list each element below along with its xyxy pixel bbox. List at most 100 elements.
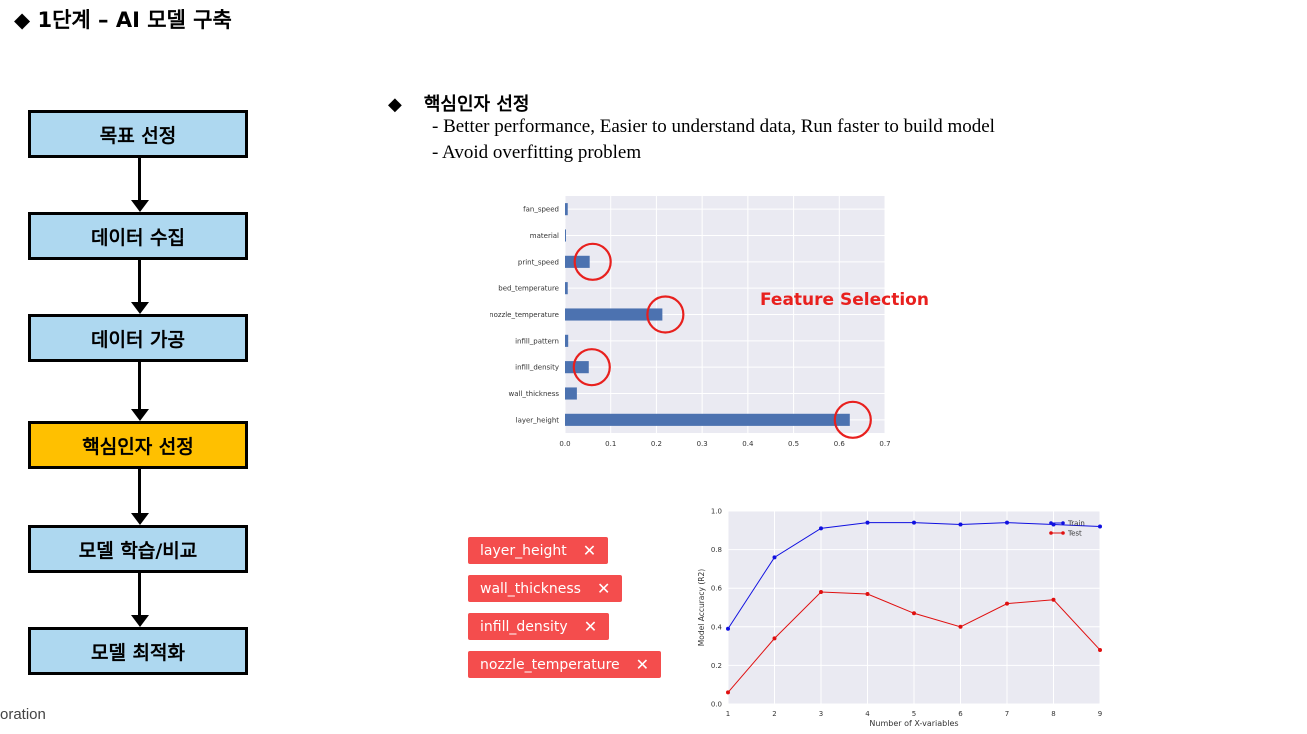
data-point bbox=[726, 626, 730, 631]
data-point bbox=[958, 624, 963, 629]
y-tick-label: 0.0 bbox=[711, 701, 722, 709]
y-tick-label: 0.6 bbox=[711, 585, 723, 593]
close-icon[interactable]: ✕ bbox=[635, 655, 650, 674]
flow-step-model-training: 모델 학습/비교 bbox=[28, 525, 248, 573]
y-tick-label: nozzle_temperature bbox=[490, 311, 559, 319]
legend-marker bbox=[1049, 531, 1053, 535]
flow-arrow bbox=[138, 158, 141, 201]
feature-tag-label: nozzle_temperature bbox=[480, 656, 620, 673]
data-point bbox=[865, 520, 870, 525]
bullet-item: - Better performance, Easier to understa… bbox=[432, 116, 995, 137]
x-tick-label: 6 bbox=[958, 710, 963, 718]
close-icon[interactable]: ✕ bbox=[596, 579, 611, 598]
x-tick-label: 9 bbox=[1098, 710, 1102, 718]
data-point bbox=[772, 555, 777, 560]
bar bbox=[565, 334, 569, 347]
flow-arrow bbox=[138, 469, 141, 514]
bar bbox=[565, 282, 568, 295]
feature-importance-chart: 0.0 0.1 0.2 0.3 0.4 0.5 0.6 0.7 fan_speedmateria… bbox=[490, 196, 890, 448]
section-heading: ◆ 핵심인자 선정 bbox=[388, 90, 529, 116]
y-tick-label: infill_pattern bbox=[515, 337, 559, 345]
x-axis-label: Number of X-variables bbox=[869, 719, 958, 728]
flow-step-data-processing: 데이터 가공 bbox=[28, 314, 248, 362]
data-point bbox=[819, 590, 823, 595]
x-tick-label: 2 bbox=[772, 710, 776, 718]
section-heading-text: 핵심인자 선정 bbox=[423, 94, 530, 115]
x-tick-label: 0.2 bbox=[651, 440, 662, 448]
x-tick-label: 3 bbox=[819, 710, 823, 718]
flow-arrow-head bbox=[131, 302, 149, 314]
x-tick-label: 4 bbox=[865, 710, 870, 718]
x-tick-label: 0.3 bbox=[697, 440, 708, 448]
x-tick-label: 8 bbox=[1051, 710, 1055, 718]
flow-step-data-collection: 데이터 수집 bbox=[28, 212, 248, 260]
y-tick-label: fan_speed bbox=[523, 206, 559, 214]
y-tick-label: print_speed bbox=[518, 258, 559, 266]
y-tick-label: 0.8 bbox=[711, 546, 722, 554]
feature-tag-label: layer_height bbox=[480, 542, 567, 559]
flow-arrow bbox=[138, 260, 141, 303]
data-point bbox=[912, 520, 916, 525]
data-point bbox=[1098, 524, 1102, 529]
data-point bbox=[865, 591, 870, 596]
x-tick-label: 0.5 bbox=[788, 440, 799, 448]
flow-step-model-optimization: 모델 최적화 bbox=[28, 627, 248, 675]
data-point bbox=[1005, 601, 1009, 606]
data-point bbox=[958, 522, 963, 527]
y-tick-label: 0.4 bbox=[711, 623, 723, 631]
highlight-circle bbox=[646, 295, 685, 334]
x-tick-label: 0.1 bbox=[605, 440, 616, 448]
bar bbox=[565, 361, 589, 374]
data-point bbox=[726, 690, 730, 695]
feature-tag[interactable]: nozzle_temperature ✕ bbox=[468, 651, 662, 678]
feature-tag-label: wall_thickness bbox=[480, 580, 581, 597]
bar bbox=[565, 255, 590, 268]
legend-marker bbox=[1061, 521, 1065, 525]
data-point bbox=[772, 636, 777, 641]
x-tick-label: 0.4 bbox=[742, 440, 754, 448]
feature-tag[interactable]: layer_height ✕ bbox=[468, 537, 609, 564]
data-point bbox=[1051, 597, 1056, 602]
y-tick-label: infill_density bbox=[515, 364, 559, 372]
feature-tag[interactable]: infill_density ✕ bbox=[468, 613, 610, 640]
y-axis-label: Model Accuracy (R2) bbox=[697, 569, 706, 646]
feature-tag-label: infill_density bbox=[480, 618, 568, 635]
model-accuracy-chart: 1 2 3 4 5 6 7 8 9 0.0 0.2 0.4 0.6 0.8 1.0 Train Test Numb… bbox=[697, 508, 1102, 729]
y-tick-label: material bbox=[530, 232, 559, 240]
data-point bbox=[1005, 520, 1009, 525]
flow-arrow-head bbox=[131, 200, 149, 212]
close-icon[interactable]: ✕ bbox=[583, 617, 598, 636]
page-title: ◆ 1단계 – AI 모델 구축 bbox=[14, 8, 232, 32]
flow-step-key-factor-selection: 핵심인자 선정 bbox=[28, 421, 248, 469]
feature-selection-label: Feature Selection bbox=[760, 290, 929, 310]
y-tick-label: wall_thickness bbox=[509, 390, 560, 398]
x-tick-label: 7 bbox=[1005, 710, 1009, 718]
x-tick-label: 0.6 bbox=[834, 440, 846, 448]
flow-step-goal-setting: 목표 선정 bbox=[28, 110, 248, 158]
flow-arrow bbox=[138, 362, 141, 410]
flow-arrow bbox=[138, 573, 141, 616]
legend-label: Test bbox=[1067, 530, 1082, 538]
highlight-circle bbox=[573, 242, 612, 281]
footer-text: oration bbox=[0, 706, 46, 723]
data-point bbox=[819, 526, 823, 531]
diamond-icon: ◆ bbox=[388, 94, 402, 115]
highlight-circle bbox=[572, 348, 611, 387]
legend-label: Train bbox=[1067, 520, 1085, 528]
y-tick-label: 1.0 bbox=[711, 508, 722, 516]
x-tick-label: 5 bbox=[912, 710, 916, 718]
flow-arrow-head bbox=[131, 409, 149, 421]
flow-arrow-head bbox=[131, 513, 149, 525]
feature-tag[interactable]: wall_thickness ✕ bbox=[468, 575, 623, 602]
data-point bbox=[1098, 647, 1102, 652]
y-tick-label: layer_height bbox=[516, 416, 560, 424]
close-icon[interactable]: ✕ bbox=[582, 541, 597, 560]
bar bbox=[565, 203, 568, 216]
bar bbox=[565, 229, 566, 242]
legend-marker bbox=[1061, 531, 1065, 535]
bar bbox=[565, 308, 663, 321]
y-tick-label: 0.2 bbox=[711, 662, 722, 670]
x-tick-label: 0.7 bbox=[879, 440, 890, 448]
bar bbox=[565, 387, 577, 400]
highlight-circle bbox=[833, 400, 872, 439]
